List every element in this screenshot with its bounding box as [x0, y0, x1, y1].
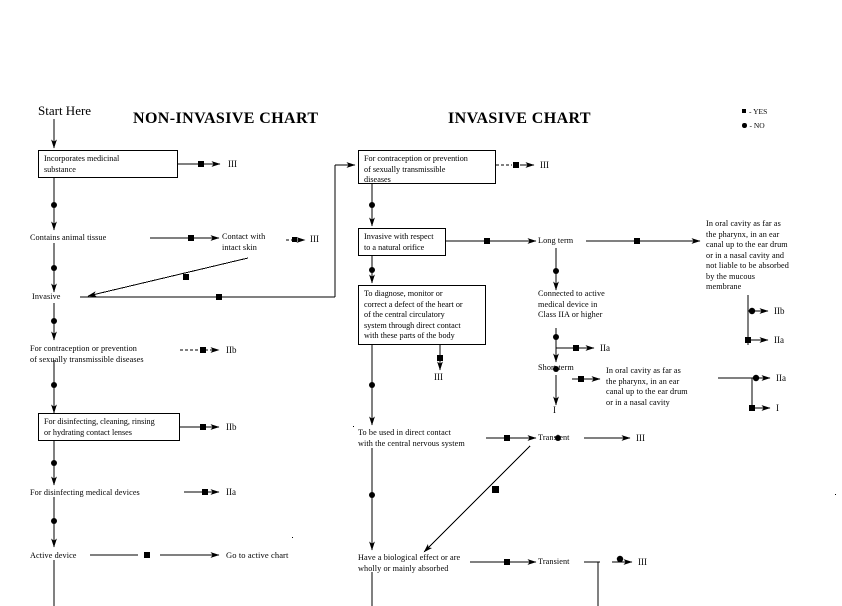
- node-contains-animal-tissue[interactable]: Contains animal tissue: [30, 233, 107, 242]
- legend-yes-label: - YES: [749, 106, 768, 116]
- node-contraception-prevention-sti[interactable]: For contraception or prevention of sexua…: [30, 344, 144, 364]
- legend-no-label: - NO: [749, 120, 765, 130]
- outcome-inv-class-iii-transient-cns: III: [636, 433, 645, 443]
- node-inv-contraception-prevention-sti[interactable]: For contraception or prevention of sexua…: [358, 150, 496, 184]
- node-incorporates-medicinal-substance[interactable]: Incorporates medicinal substance: [38, 150, 178, 178]
- scan-speck: [835, 494, 836, 495]
- outcome-inv-class-iii-contraception: III: [540, 160, 549, 170]
- outcome-inv-class-iia-connected: IIa: [600, 343, 610, 353]
- node-oral-cavity-not-absorbed[interactable]: In oral cavity as far as the pharynx, in…: [706, 219, 789, 291]
- scan-speck: [292, 537, 293, 538]
- node-short-term[interactable]: Short term: [538, 363, 574, 372]
- outcome-inv-class-iia-oral-long: IIa: [774, 335, 784, 345]
- node-direct-contact-cns[interactable]: To be used in direct contact with the ce…: [358, 428, 465, 448]
- start-here-label: Start Here: [38, 103, 92, 118]
- node-disinfecting-medical-devices[interactable]: For disinfecting medical devices: [30, 488, 140, 497]
- outcome-class-iib-contraception: IIb: [226, 345, 237, 355]
- legend-no-row: - NO: [742, 120, 765, 130]
- node-biological-effect-absorbed[interactable]: Have a biological effect or are wholly o…: [358, 553, 461, 573]
- outcome-class-iia-disinfect-md: IIa: [226, 487, 236, 497]
- node-contact-with-intact-skin[interactable]: Contact with intact skin: [222, 232, 266, 252]
- decision-markers: [51, 161, 760, 565]
- node-long-term[interactable]: Long term: [538, 236, 574, 245]
- node-oral-cavity-short-term[interactable]: In oral cavity as far as the pharynx, in…: [606, 366, 688, 407]
- invasive-chart-title: INVASIVE CHART: [448, 110, 591, 127]
- outcome-inv-class-iia-oral-short: IIa: [776, 373, 786, 383]
- node-invasive-natural-orifice[interactable]: Invasive with respect to a natural orifi…: [358, 228, 446, 256]
- scan-speck: [353, 426, 354, 427]
- node-connected-active-medical-device[interactable]: Connected to active medical device in Cl…: [538, 289, 605, 319]
- outcome-class-iii-medicinal: III: [228, 159, 237, 169]
- outcome-class-iib-lenses: IIb: [226, 422, 237, 432]
- legend-yes-row: - YES: [742, 106, 767, 116]
- legend-circle-icon: [742, 123, 747, 128]
- node-transient-absorbed[interactable]: Transient: [538, 557, 570, 566]
- legend-square-icon: [742, 109, 746, 114]
- outcome-inv-class-iii-heart: III: [434, 372, 443, 382]
- outcome-class-iii-intact-skin: III: [310, 234, 319, 244]
- outcome-inv-class-i-short-term: I: [553, 405, 556, 415]
- outcome-go-to-active-chart[interactable]: Go to active chart: [226, 550, 289, 560]
- outcome-inv-class-i-oral-short: I: [776, 403, 779, 413]
- node-invasive[interactable]: Invasive: [32, 292, 61, 301]
- node-transient-cns[interactable]: Transient: [538, 433, 570, 442]
- outcome-inv-class-iii-transient-absorbed: III: [638, 557, 647, 567]
- non-invasive-chart-title: NON-INVASIVE CHART: [133, 110, 319, 127]
- node-diagnose-monitor-correct-heart[interactable]: To diagnose, monitor or correct a defect…: [358, 285, 486, 345]
- node-disinfecting-cleaning-contact-lenses[interactable]: For disinfecting, cleaning, rinsing or h…: [38, 413, 180, 441]
- outcome-inv-class-iib-oral-long: IIb: [774, 306, 785, 316]
- node-active-device[interactable]: Active device: [30, 551, 77, 560]
